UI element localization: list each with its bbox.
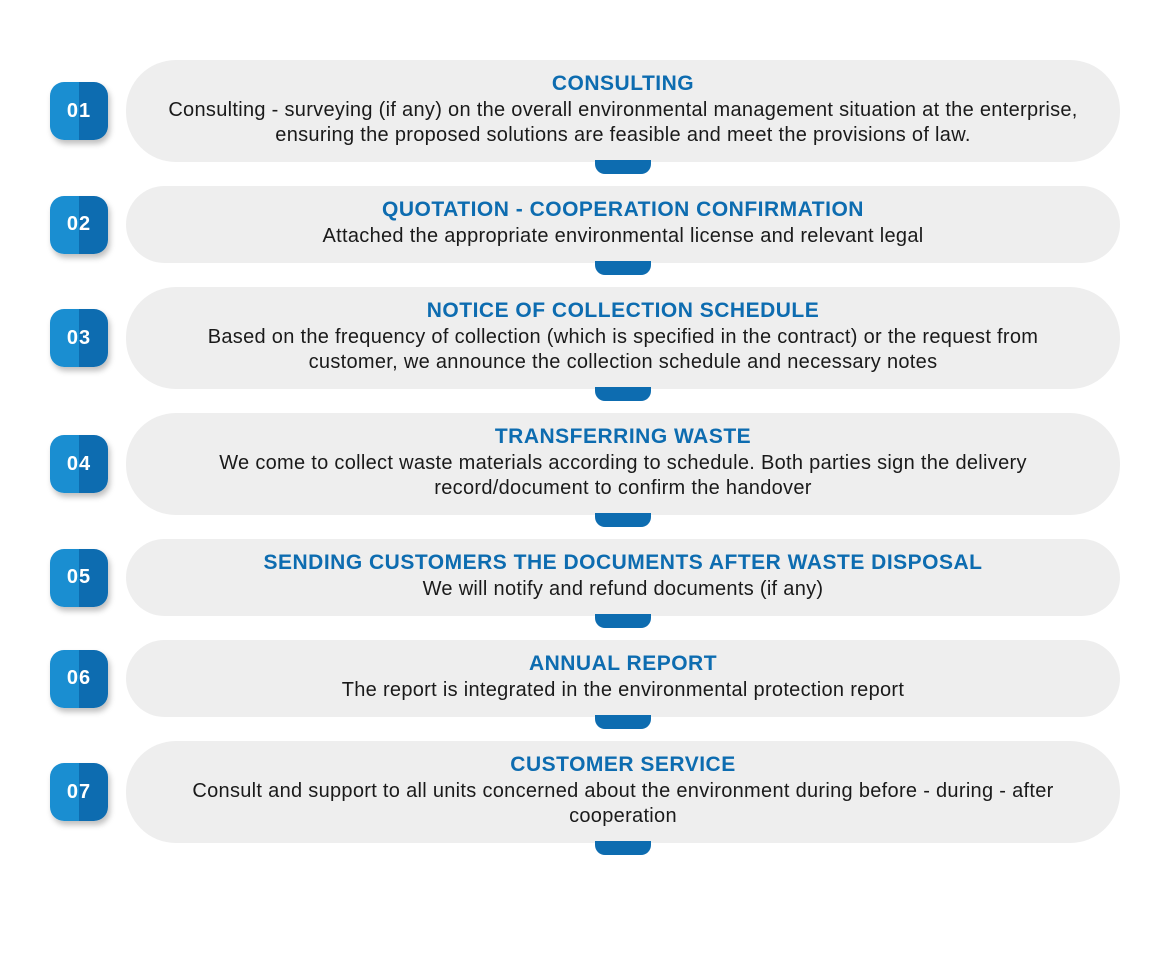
step-connector [595,160,651,174]
step-badge: 07 [50,763,108,821]
step-card: ANNUAL REPORTThe report is integrated in… [126,640,1120,717]
step-connector [595,715,651,729]
steps-container: 01 CONSULTINGConsulting - surveying (if a… [50,60,1120,867]
step-number: 06 [67,667,91,690]
step-badge: 06 [50,650,108,708]
step-number: 05 [67,566,91,589]
step-badge: 03 [50,309,108,367]
step-connector-wrap [126,843,1120,867]
step-row: 03 NOTICE OF COLLECTION SCHEDULEBased on … [50,287,1120,389]
step-title: CONSULTING [166,72,1080,96]
step-number: 04 [67,453,91,476]
step-row: 05 SENDING CUSTOMERS THE DOCUMENTS AFTER … [50,539,1120,616]
step-description: We will notify and refund documents (if … [166,577,1080,602]
step-connector [595,261,651,275]
step-description: The report is integrated in the environm… [166,678,1080,703]
step-card: CUSTOMER SERVICEConsult and support to a… [126,741,1120,843]
step-number: 02 [67,213,91,236]
step-row: 02 QUOTATION - COOPERATION CONFIRMATIONAt… [50,186,1120,263]
step-title: QUOTATION - COOPERATION CONFIRMATION [166,198,1080,222]
step-connector-wrap [126,389,1120,413]
step-connector [595,841,651,855]
step-number: 03 [67,327,91,350]
step-row: 06 ANNUAL REPORTThe report is integrated … [50,640,1120,717]
step-number: 01 [67,100,91,123]
step-card: TRANSFERRING WASTEWe come to collect was… [126,413,1120,515]
step-card: SENDING CUSTOMERS THE DOCUMENTS AFTER WA… [126,539,1120,616]
step-connector-wrap [126,515,1120,539]
step-description: Attached the appropriate environmental l… [166,224,1080,249]
step-number: 07 [67,781,91,804]
step-connector [595,614,651,628]
step-title: TRANSFERRING WASTE [166,425,1080,449]
step-connector-wrap [126,717,1120,741]
step-badge: 05 [50,549,108,607]
step-description: Consulting - surveying (if any) on the o… [166,98,1080,148]
step-description: Consult and support to all units concern… [166,779,1080,829]
step-connector [595,513,651,527]
step-card: CONSULTINGConsulting - surveying (if any… [126,60,1120,162]
step-title: ANNUAL REPORT [166,652,1080,676]
step-description: We come to collect waste materials accor… [166,451,1080,501]
step-badge: 01 [50,82,108,140]
step-card: QUOTATION - COOPERATION CONFIRMATIONAtta… [126,186,1120,263]
step-row: 01 CONSULTINGConsulting - surveying (if a… [50,60,1120,162]
step-connector-wrap [126,162,1120,186]
step-connector-wrap [126,616,1120,640]
step-card: NOTICE OF COLLECTION SCHEDULEBased on th… [126,287,1120,389]
step-row: 04 TRANSFERRING WASTEWe come to collect w… [50,413,1120,515]
step-badge: 02 [50,196,108,254]
step-row: 07 CUSTOMER SERVICEConsult and support to… [50,741,1120,843]
step-title: SENDING CUSTOMERS THE DOCUMENTS AFTER WA… [166,551,1080,575]
step-connector [595,387,651,401]
step-title: NOTICE OF COLLECTION SCHEDULE [166,299,1080,323]
step-badge: 04 [50,435,108,493]
step-title: CUSTOMER SERVICE [166,753,1080,777]
step-connector-wrap [126,263,1120,287]
step-description: Based on the frequency of collection (wh… [166,325,1080,375]
